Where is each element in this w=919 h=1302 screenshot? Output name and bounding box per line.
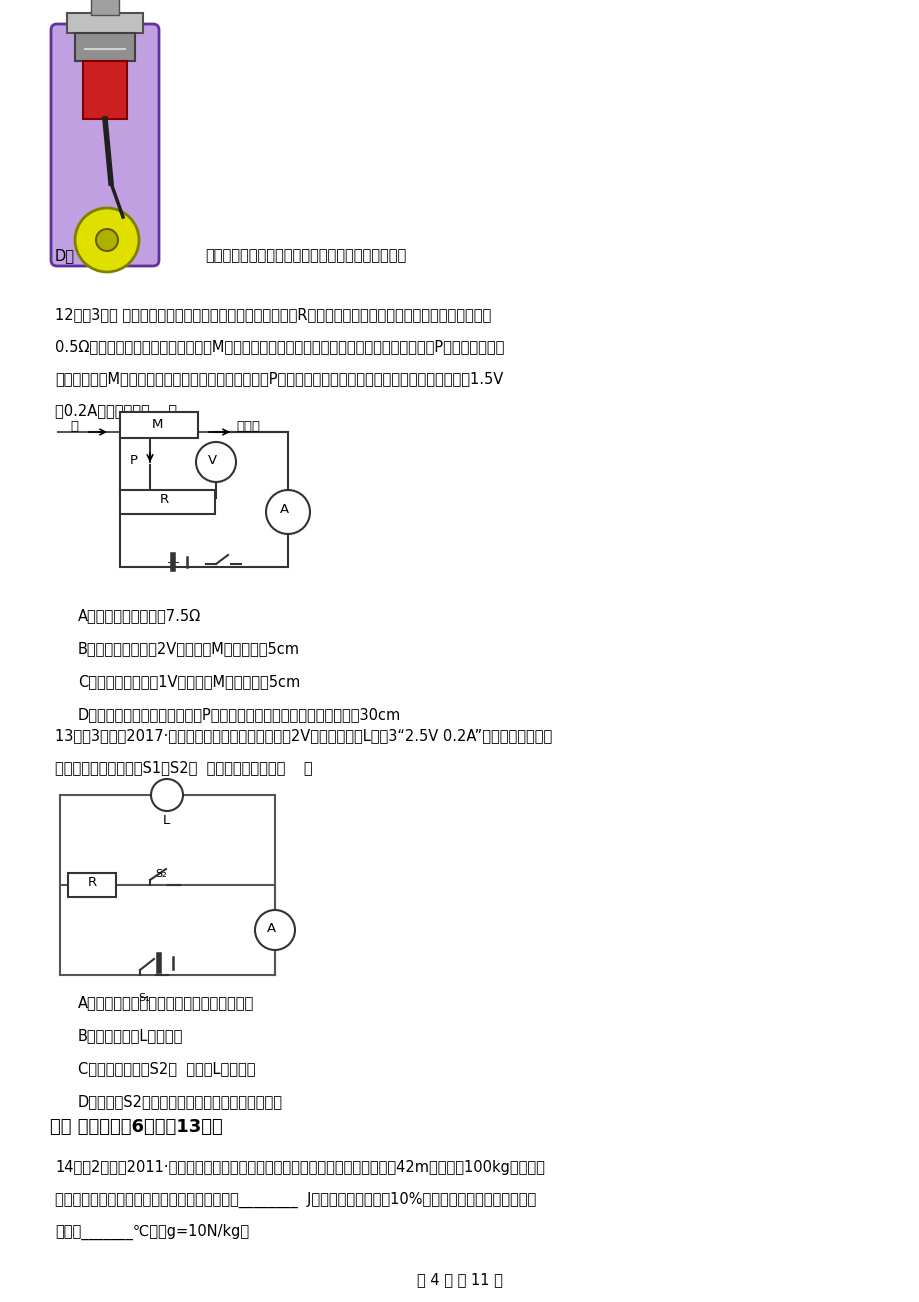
Bar	[83, 61, 127, 118]
Text: 三、 填空题（兲6题；內13分）: 三、 填空题（兲6题；內13分）	[50, 1118, 222, 1137]
Text: A．电阔丝的总电阔为7.5Ω: A．电阔丝的总电阔为7.5Ω	[78, 608, 201, 622]
Text: 和0.2A．由此可知（    ）: 和0.2A．由此可知（ ）	[55, 404, 176, 418]
Text: 12．（3分） 小丽设计了如图所示的简易电子距离测量仪，R是一根粗细均匀的电阔丝，其每厘米长的电阔为: 12．（3分） 小丽设计了如图所示的简易电子距离测量仪，R是一根粗细均匀的电阔丝…	[55, 307, 491, 322]
Text: 13．（3分）（2017·青岛）如图所示，电源电压保持2V不变，小灯泡L标有3“2.5V 0.2A”字样，小灯泡的阔: 13．（3分）（2017·青岛）如图所示，电源电压保持2V不变，小灯泡L标有3“…	[55, 728, 551, 743]
Text: D．若开始测量前，将金属滑片P置于电阔丝某端点，可测量的最大距离30cm: D．若开始测量前，将金属滑片P置于电阔丝某端点，可测量的最大距离30cm	[78, 707, 401, 723]
Bar	[75, 33, 135, 61]
Text: D．: D．	[55, 247, 75, 263]
Bar	[119, 411, 198, 437]
Text: B．当电压表示数为2V时，物体M向左移动了5cm: B．当电压表示数为2V时，物体M向左移动了5cm	[78, 641, 300, 656]
Text: P: P	[130, 454, 138, 467]
Text: 左: 左	[70, 421, 78, 434]
Circle shape	[96, 229, 118, 251]
Text: 值保持不变．闭合开关S1、S2，  下列说法正确的是（    ）: 值保持不变．闭合开关S1、S2， 下列说法正确的是（ ）	[55, 760, 312, 775]
Text: M: M	[152, 418, 164, 431]
Text: 汽缸内的气体推动活塞向下运动时，气体的内能减小: 汽缸内的气体推动活塞向下运动时，气体的内能减小	[205, 247, 406, 263]
Text: 数可反映物体M移动的距离．开始测量前，将金属滑片P置于电阔丝中点，此时电压表和电流表示数分别为1.5V: 数可反映物体M移动的距离．开始测量前，将金属滑片P置于电阔丝中点，此时电压表和电…	[55, 371, 503, 385]
Text: R: R	[88, 876, 97, 889]
Bar	[119, 490, 215, 514]
FancyBboxPatch shape	[51, 23, 159, 266]
Text: R: R	[160, 493, 169, 506]
Text: B．此时小灯泡L正常发光: B．此时小灯泡L正常发光	[78, 1029, 183, 1043]
Text: 右导轨: 右导轨	[236, 421, 260, 434]
Circle shape	[196, 441, 236, 482]
Bar	[67, 13, 142, 33]
Text: A: A	[279, 503, 289, 516]
Text: L: L	[163, 814, 170, 827]
Circle shape	[266, 490, 310, 534]
Text: S₂: S₂	[154, 868, 166, 879]
Text: 14．（2分）（2011·贺州）仙姑瀑布是姑婆山旅游景点之一．假设瀑布的高度为42m，质量为100kg的水从瀑: 14．（2分）（2011·贺州）仙姑瀑布是姑婆山旅游景点之一．假设瀑布的高度为4…	[55, 1160, 544, 1174]
Text: A．电源工作时，将其他形式的能转化为电能: A．电源工作时，将其他形式的能转化为电能	[78, 995, 254, 1010]
Text: C．当电压表示数为1V时，物体M向左移动了5cm: C．当电压表示数为1V时，物体M向左移动了5cm	[78, 674, 300, 689]
Text: S₁: S₁	[138, 993, 150, 1003]
Text: 布的顶端下落到底端，水下落过程中重力做功为________  J，若重力所做的功朐10%转化为水的内能，则水升高的: 布的顶端下落到底端，水下落过程中重力做功为________ J，若重力所做的功朐…	[55, 1193, 536, 1208]
Text: C．若只断开开关S2，  小灯泡L变得更亮: C．若只断开开关S2， 小灯泡L变得更亮	[78, 1061, 255, 1075]
Text: A: A	[267, 922, 276, 935]
Text: 第 4 页 共 11 页: 第 4 页 共 11 页	[416, 1272, 503, 1286]
Text: D．若开关S2由闭合变为断开，电流表的示数变小: D．若开关S2由闭合变为断开，电流表的示数变小	[78, 1094, 283, 1109]
Text: V: V	[208, 454, 217, 467]
Text: 0.5Ω，电路各部分均接触良好．物体M只能在导轨上做直线运动，并带动与之相连的金属滑片P移动，电压表示: 0.5Ω，电路各部分均接触良好．物体M只能在导轨上做直线运动，并带动与之相连的金…	[55, 339, 504, 354]
Text: 温度为_______℃．（g=10N/kg）: 温度为_______℃．（g=10N/kg）	[55, 1224, 249, 1241]
Circle shape	[255, 910, 295, 950]
Circle shape	[151, 779, 183, 811]
Circle shape	[75, 208, 139, 272]
Bar	[68, 874, 116, 897]
Bar	[91, 0, 119, 16]
